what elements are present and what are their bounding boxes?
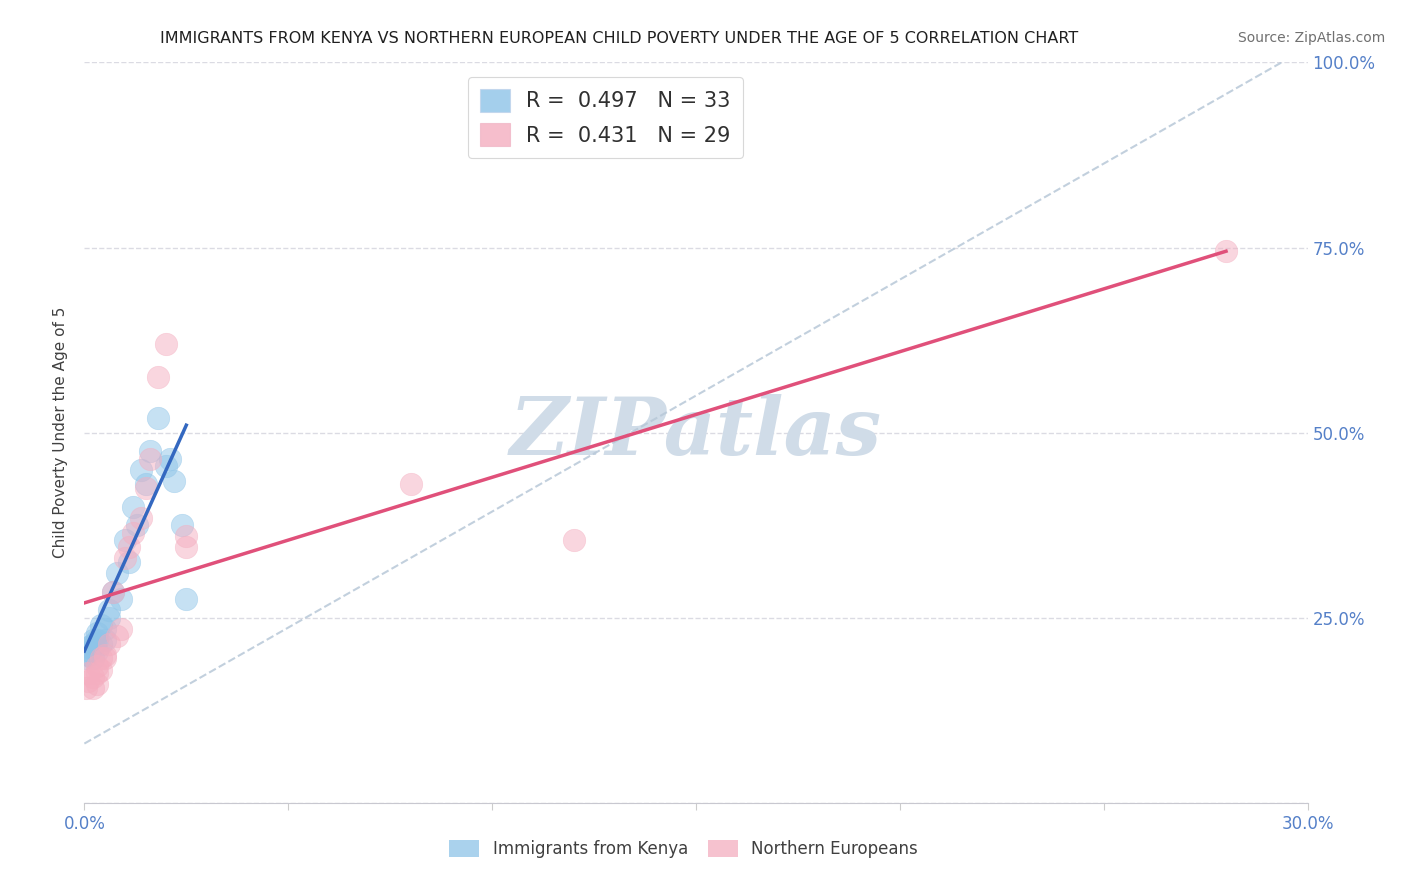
Point	[86, 625, 108, 640]
Point	[97, 610, 120, 624]
Point	[86, 666, 108, 681]
Point	[90, 637, 112, 651]
Point	[118, 555, 141, 569]
Point	[97, 637, 120, 651]
Point	[93, 632, 115, 647]
Point	[122, 525, 145, 540]
Point	[77, 648, 100, 662]
Point	[83, 637, 105, 651]
Point	[86, 632, 108, 647]
Point	[79, 644, 101, 658]
Point	[135, 481, 157, 495]
Point	[86, 658, 108, 673]
Point	[101, 584, 124, 599]
Point	[82, 632, 104, 647]
Point	[90, 618, 112, 632]
Point	[399, 477, 422, 491]
Point	[174, 529, 197, 543]
Point	[118, 541, 141, 555]
Point	[138, 444, 160, 458]
Point	[75, 651, 97, 665]
Point	[86, 677, 108, 691]
Point	[174, 592, 197, 607]
Point	[114, 533, 136, 547]
Point	[86, 644, 108, 658]
Legend: Immigrants from Kenya, Northern Europeans: Immigrants from Kenya, Northern European…	[443, 833, 925, 865]
Point	[82, 651, 104, 665]
Point	[105, 629, 128, 643]
Point	[146, 370, 169, 384]
Text: Source: ZipAtlas.com: Source: ZipAtlas.com	[1237, 31, 1385, 45]
Y-axis label: Child Poverty Under the Age of 5: Child Poverty Under the Age of 5	[53, 307, 69, 558]
Point	[105, 566, 128, 581]
Point	[82, 681, 104, 695]
Point	[82, 670, 104, 684]
Point	[131, 510, 153, 524]
Point	[93, 651, 115, 665]
Point	[90, 651, 112, 665]
Point	[146, 410, 169, 425]
Point	[93, 648, 115, 662]
Point	[135, 477, 157, 491]
Text: IMMIGRANTS FROM KENYA VS NORTHERN EUROPEAN CHILD POVERTY UNDER THE AGE OF 5 CORR: IMMIGRANTS FROM KENYA VS NORTHERN EUROPE…	[159, 31, 1078, 46]
Point	[75, 681, 97, 695]
Point	[127, 518, 149, 533]
Point	[97, 603, 120, 617]
Point	[138, 451, 160, 466]
Point	[1215, 244, 1237, 259]
Point	[155, 336, 177, 351]
Point	[172, 518, 194, 533]
Point	[159, 451, 181, 466]
Point	[155, 458, 177, 473]
Point	[110, 592, 132, 607]
Text: ZIPatlas: ZIPatlas	[510, 394, 882, 471]
Point	[101, 584, 124, 599]
Point	[77, 640, 100, 655]
Point	[122, 500, 145, 514]
Point	[90, 663, 112, 677]
Point	[174, 541, 197, 555]
Point	[131, 462, 153, 476]
Point	[110, 622, 132, 636]
Point	[77, 666, 100, 681]
Point	[93, 622, 115, 636]
Point	[82, 637, 104, 651]
Point	[562, 533, 585, 547]
Point	[114, 551, 136, 566]
Point	[77, 673, 100, 688]
Point	[163, 474, 186, 488]
